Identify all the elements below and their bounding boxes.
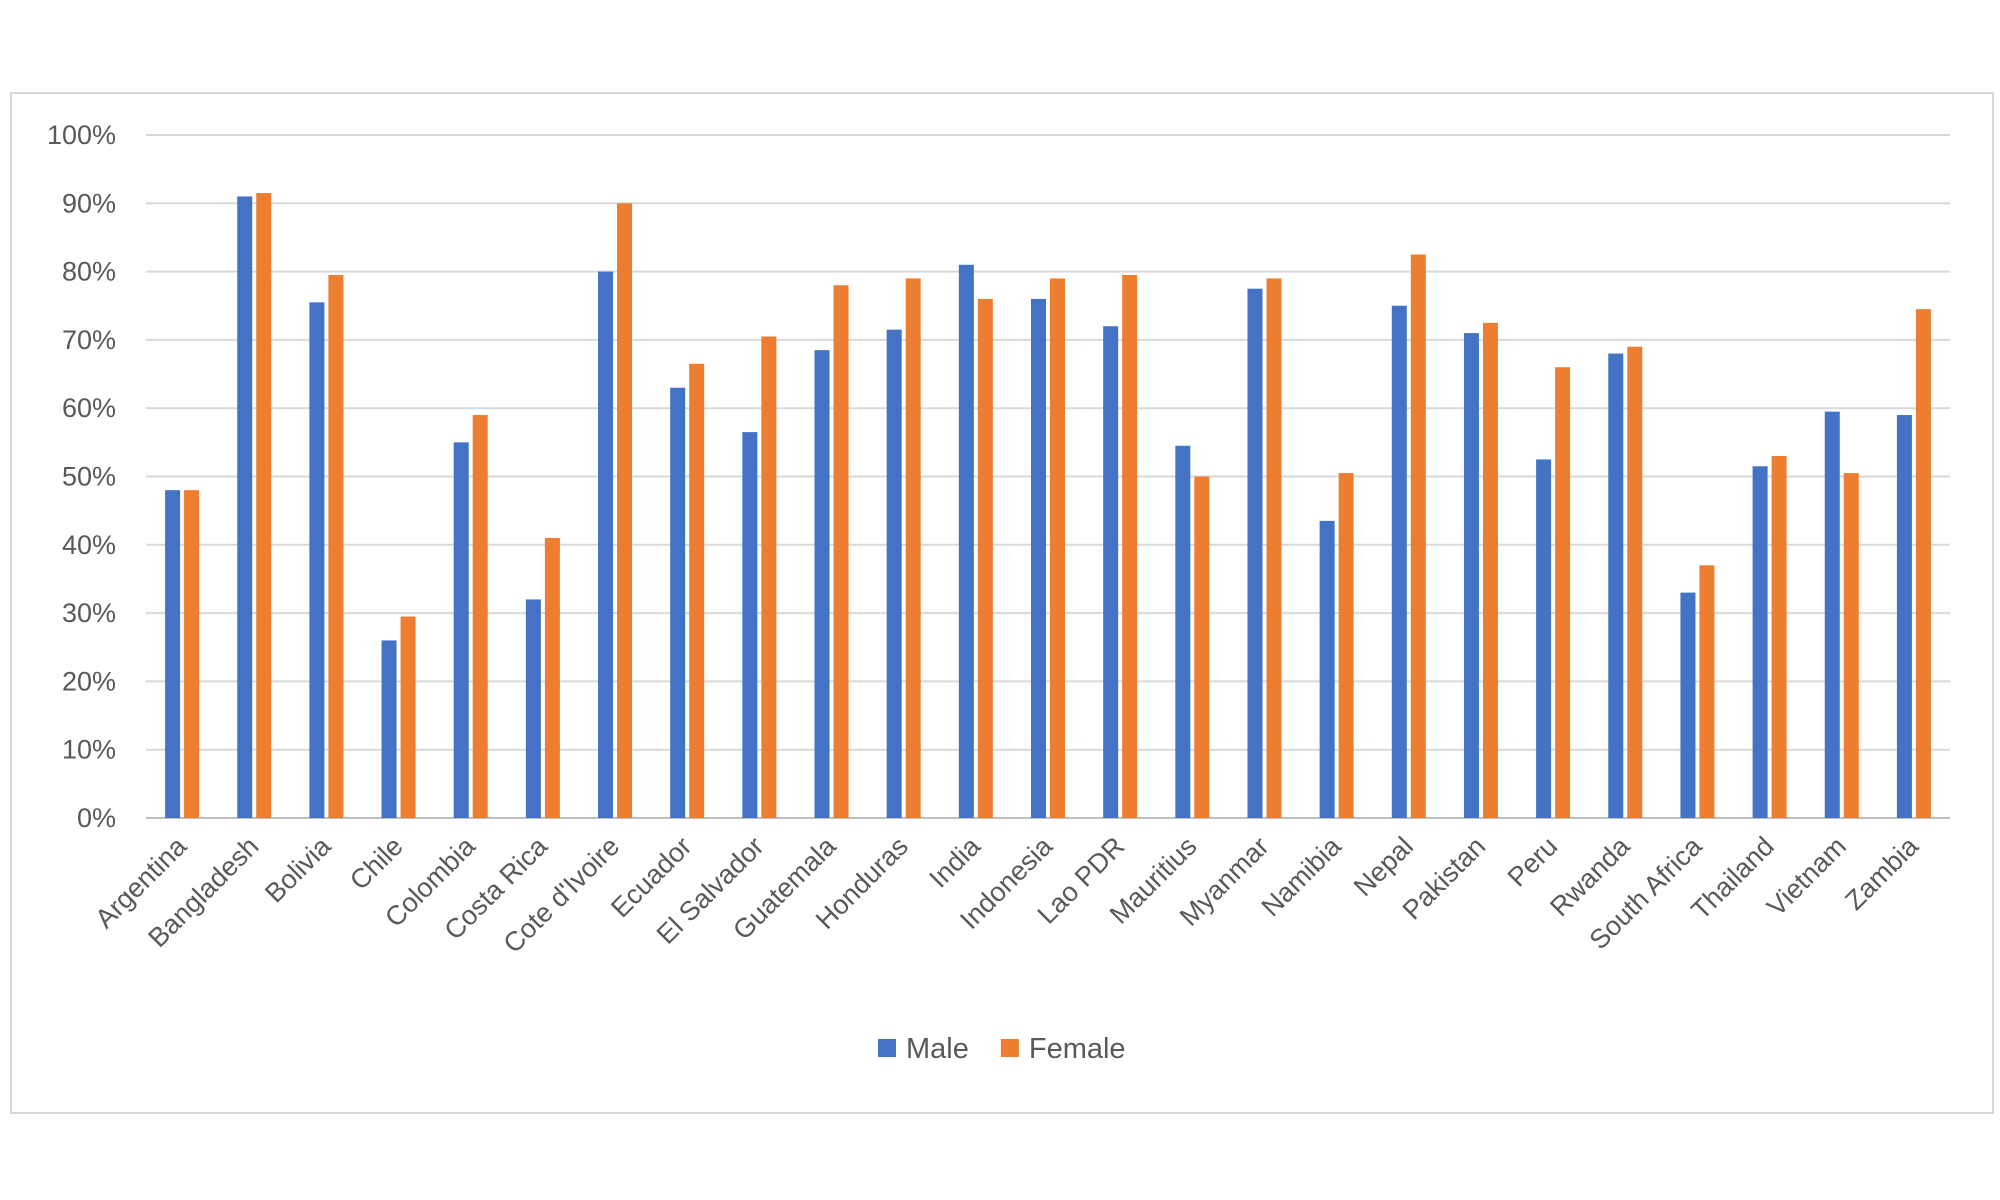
bar-male xyxy=(1175,445,1191,818)
bar-male xyxy=(525,599,541,818)
bar-female xyxy=(689,363,705,818)
legend: Male Female xyxy=(878,1033,1126,1065)
bar-female xyxy=(1699,565,1715,818)
bar-male xyxy=(1103,326,1119,818)
bar-male xyxy=(958,264,974,818)
y-tick-label: 80% xyxy=(62,257,116,287)
bar-female xyxy=(617,203,633,819)
bars xyxy=(165,193,1931,819)
bar-female xyxy=(905,278,921,818)
bar-male xyxy=(886,329,902,818)
bar-male xyxy=(1463,333,1479,818)
bar-female xyxy=(833,285,849,818)
y-tick-label: 0% xyxy=(77,803,116,833)
x-tick-label: Namibia xyxy=(1256,830,1348,922)
legend-swatch-female xyxy=(1000,1039,1019,1057)
bar-male xyxy=(1391,305,1407,818)
x-tick-label: Chile xyxy=(344,831,409,896)
bar-female xyxy=(472,415,488,818)
bar-female xyxy=(1482,322,1498,818)
y-tick-label: 20% xyxy=(62,666,116,696)
bar-male xyxy=(1896,415,1912,818)
x-tick-label: India xyxy=(923,830,986,893)
bar-female xyxy=(1050,278,1065,818)
y-tick-label: 10% xyxy=(62,735,116,765)
bar-male xyxy=(1319,520,1335,818)
bar-male xyxy=(237,196,253,819)
bar-male xyxy=(165,490,181,818)
y-tick-label: 100% xyxy=(47,120,116,150)
bar-female xyxy=(1627,346,1643,818)
bar-female xyxy=(1915,309,1931,818)
bar-male xyxy=(742,432,758,818)
bar-female xyxy=(256,193,272,818)
y-tick-label: 60% xyxy=(62,393,116,423)
legend-swatch-male xyxy=(878,1039,896,1057)
legend-label-female: Female xyxy=(1029,1033,1126,1065)
bar-female xyxy=(1194,476,1210,818)
y-tick-label: 70% xyxy=(62,325,116,355)
y-tick-label: 30% xyxy=(62,598,116,628)
bar-female xyxy=(1555,367,1571,818)
y-tick-label: 40% xyxy=(62,530,116,560)
bar-female xyxy=(544,537,560,818)
y-tick-label: 50% xyxy=(62,462,116,492)
y-tick-label: 90% xyxy=(62,188,116,218)
gridlines xyxy=(146,134,1950,819)
bar-female xyxy=(184,490,200,818)
bar-male xyxy=(381,640,397,818)
bar-female xyxy=(1122,275,1138,818)
x-tick-label: Bolivia xyxy=(259,830,337,908)
bar-male xyxy=(1536,459,1552,818)
bar-male xyxy=(1247,288,1263,818)
bar-male xyxy=(1752,466,1768,818)
bar-female xyxy=(400,616,416,818)
bar-female xyxy=(1338,473,1354,818)
legend-label-male: Male xyxy=(906,1033,969,1065)
bar-male xyxy=(1680,592,1696,818)
bar-female xyxy=(1266,278,1282,818)
bar-male xyxy=(453,442,469,818)
bar-male xyxy=(814,350,830,818)
bar-male xyxy=(1608,353,1624,818)
x-tick-label: Zambia xyxy=(1839,830,1925,916)
bar-female xyxy=(1771,456,1787,818)
bar-male xyxy=(670,387,686,818)
bar-female xyxy=(761,336,777,818)
bar-female xyxy=(1843,473,1859,818)
bar-male xyxy=(598,271,614,819)
bar-female xyxy=(977,298,993,818)
bar-male xyxy=(1031,298,1046,818)
bar-female xyxy=(328,275,344,818)
x-tick-label: Peru xyxy=(1502,831,1564,893)
y-axis-ticks: 0% 10% 20% 30% 40% 50% 60% 70% 80% 90% 100% xyxy=(47,120,116,833)
bar-male xyxy=(1824,411,1840,818)
bar-female xyxy=(1410,254,1426,818)
x-tick-label: Vietnam xyxy=(1761,831,1852,922)
bar-male xyxy=(309,302,325,819)
